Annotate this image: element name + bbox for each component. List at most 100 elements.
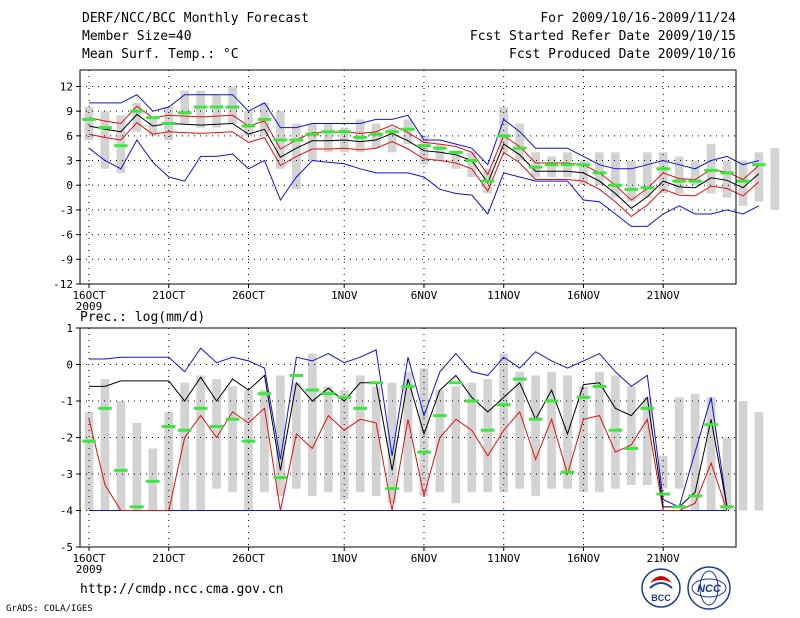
median-marker	[353, 135, 367, 139]
spread-box	[483, 379, 493, 493]
median-marker	[544, 163, 559, 167]
outer-low-line	[88, 139, 760, 227]
median-marker	[82, 439, 96, 443]
x-tick-label: 16NOV	[567, 289, 600, 302]
chart-title: DERF/NCC/BCC Monthly Forecast	[82, 11, 309, 26]
spread-box	[547, 156, 556, 177]
y-tick-label: -4	[60, 505, 74, 518]
spread-box	[499, 353, 509, 493]
spread-box	[116, 115, 126, 173]
median-marker	[193, 406, 208, 410]
median-marker	[433, 414, 447, 418]
median-marker	[337, 130, 351, 134]
median-marker	[114, 144, 128, 148]
spread-box	[403, 371, 413, 493]
spread-box	[451, 152, 461, 169]
spread-box	[196, 90, 206, 128]
spread-box	[563, 375, 572, 489]
source-url[interactable]: http://cmdp.ncc.cma.gov.cn	[80, 582, 284, 597]
y-tick-label: -3	[60, 468, 73, 481]
median-marker	[528, 165, 543, 169]
spread-box	[467, 152, 477, 177]
spread-box	[84, 107, 94, 140]
spread-box	[579, 386, 588, 493]
started-date: Fcst Started Refer Date 2009/10/15	[469, 29, 736, 44]
median-marker	[576, 395, 591, 399]
y-tick-label: 0	[66, 359, 73, 372]
x-tick-label: 16OCT	[72, 289, 105, 302]
ncc-logo-text: NCC	[697, 583, 722, 595]
median-marker	[592, 171, 607, 175]
median-marker	[273, 138, 288, 142]
median-marker	[321, 392, 336, 396]
spread-box	[435, 390, 445, 493]
median-marker	[417, 144, 431, 148]
median-marker	[209, 105, 224, 109]
median-marker	[688, 179, 702, 183]
median-marker	[321, 130, 336, 134]
median-marker	[592, 384, 607, 388]
y-tick-label: -2	[60, 432, 73, 445]
median-marker	[369, 132, 383, 136]
ncc-logo: NCC	[687, 566, 731, 610]
spread-box	[371, 386, 381, 496]
median-marker	[257, 392, 272, 396]
spread-box	[690, 160, 700, 186]
median-marker	[608, 428, 623, 432]
x-tick-year: 2009	[76, 300, 103, 313]
x-tick-label: 26OCT	[232, 289, 265, 302]
spread-box	[244, 390, 253, 511]
spread-box	[738, 401, 748, 511]
median-marker	[193, 105, 208, 109]
median-marker	[496, 403, 511, 407]
median-marker	[544, 399, 559, 403]
y-tick-label: 9	[66, 105, 73, 118]
median-marker	[624, 187, 639, 191]
median-marker	[305, 388, 320, 392]
median-marker	[225, 417, 240, 421]
grads-credit: GrADS: COLA/IGES	[6, 604, 93, 614]
spread-box	[228, 386, 237, 493]
x-tick-label: 21OCT	[152, 552, 185, 565]
spread-box	[706, 397, 716, 511]
median-marker	[608, 183, 623, 187]
logos: BCC NCC	[641, 566, 731, 610]
median-marker	[640, 186, 655, 190]
spread-box	[515, 371, 525, 489]
spread-box	[355, 119, 365, 153]
median-marker	[161, 425, 176, 429]
spread-box	[674, 397, 684, 489]
median-marker	[752, 163, 766, 167]
spread-box	[323, 386, 333, 493]
spread-box	[307, 123, 317, 161]
spread-box	[212, 94, 221, 128]
member-size: Member Size=40	[82, 29, 192, 44]
median-marker	[656, 167, 671, 171]
spread-box	[610, 375, 620, 489]
median-marker	[720, 171, 734, 175]
spread-box	[323, 123, 333, 153]
spread-box	[738, 160, 748, 206]
median-marker	[672, 179, 686, 183]
spread-box	[531, 152, 541, 177]
median-marker	[98, 126, 112, 130]
median-marker	[496, 134, 511, 138]
median-marker	[209, 425, 224, 429]
median-marker	[528, 417, 543, 421]
spread-box	[754, 152, 764, 202]
spread-box	[642, 397, 652, 485]
produced-date: Fcst Produced Date 2009/10/16	[509, 47, 736, 62]
median-marker	[465, 399, 479, 403]
median-marker	[656, 492, 671, 496]
spread-box	[387, 382, 397, 504]
spread-box	[722, 437, 732, 511]
spread-box	[148, 119, 158, 136]
x-tick-label: 21NOV	[647, 289, 680, 302]
spread-box	[403, 119, 413, 145]
spread-box	[754, 411, 764, 511]
spread-box	[626, 160, 636, 202]
spread-box	[547, 371, 556, 489]
mean-line	[88, 113, 760, 209]
median-marker	[177, 111, 192, 115]
